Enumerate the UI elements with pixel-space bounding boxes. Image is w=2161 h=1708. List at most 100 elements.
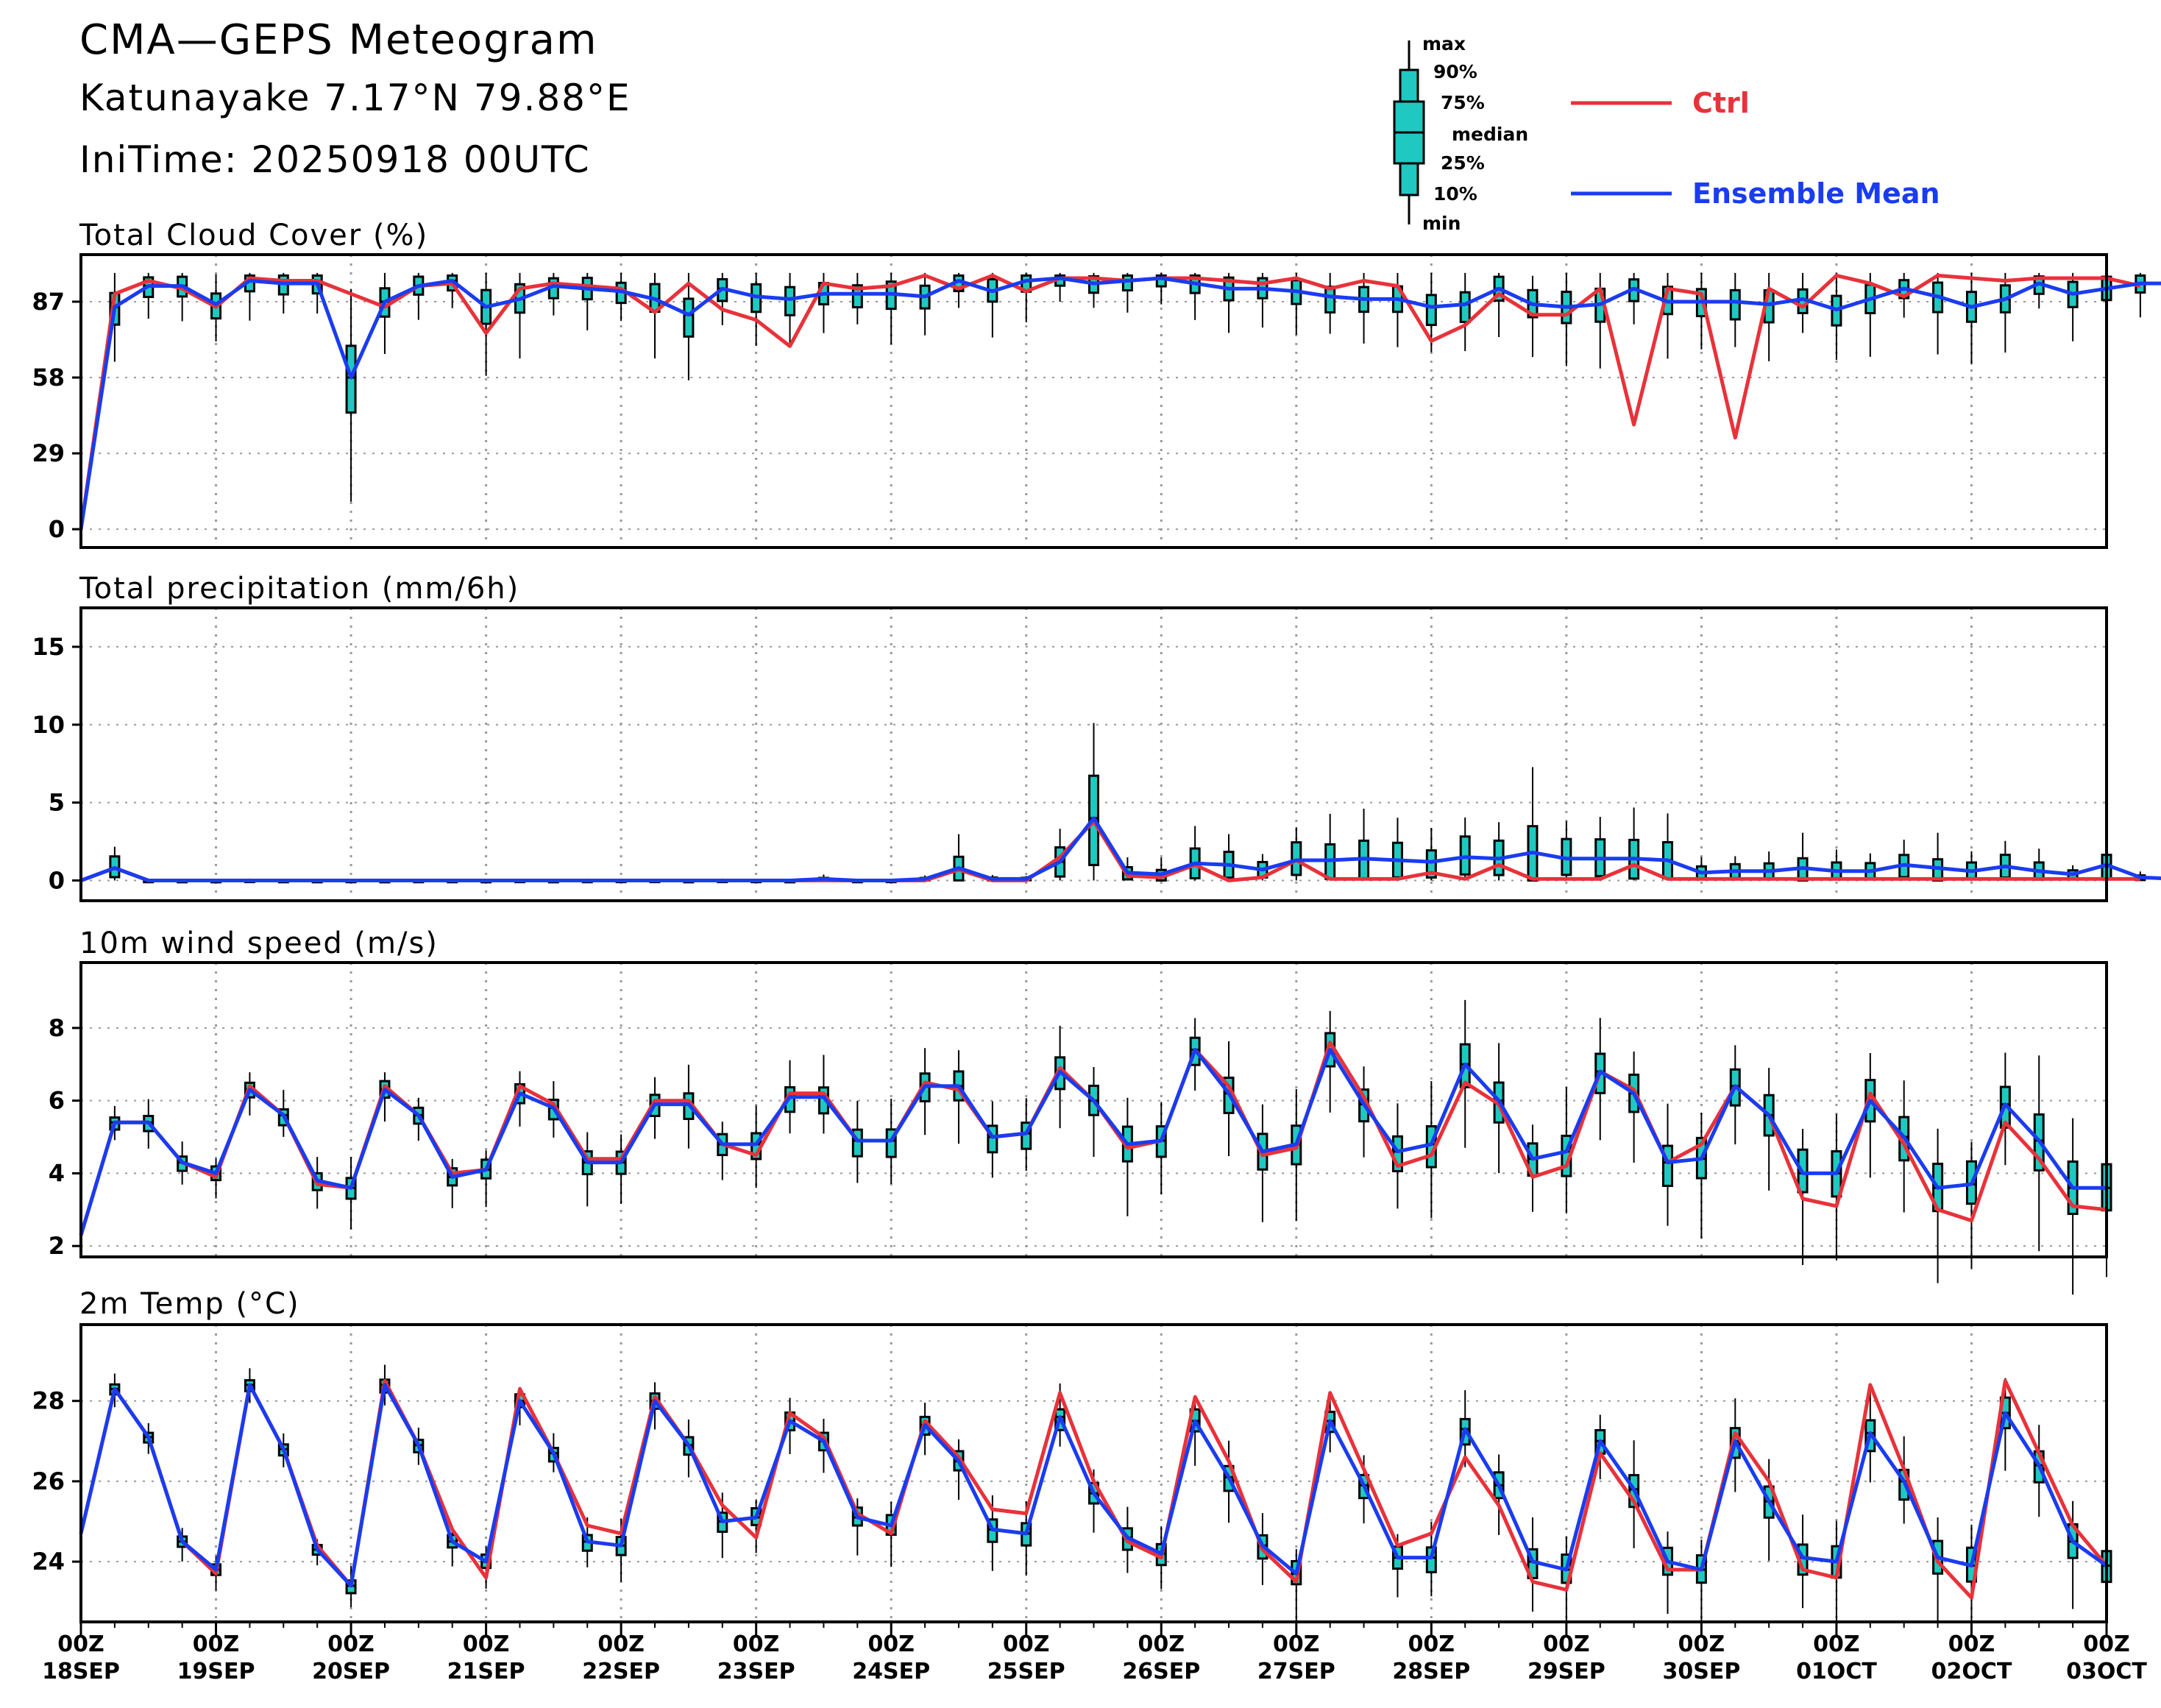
y-tick-label: 28 [32, 1387, 65, 1415]
ensemble-box [1932, 1517, 1944, 1623]
ensemble-box [1999, 840, 2011, 881]
ensemble-box [413, 272, 425, 320]
ensemble-box [1965, 851, 1977, 881]
x-tick-day: 19SEP [177, 1659, 255, 1684]
ensemble-box [1459, 272, 1471, 352]
x-tick-day: 28SEP [1392, 1659, 1470, 1684]
x-tick-hour: 00Z [463, 1631, 510, 1657]
x-tick-hour: 00Z [867, 1631, 915, 1657]
x-tick-hour: 00Z [57, 1631, 104, 1657]
ensemble-box [987, 1101, 998, 1178]
ensemble-box [615, 1134, 627, 1204]
panel-frame [79, 253, 2108, 549]
y-tick-label: 24 [32, 1548, 65, 1576]
ensemble-box [1358, 808, 1370, 881]
ensemble-box [1864, 1053, 1876, 1178]
ensemble-box [1493, 272, 1505, 338]
chart-title: CMA—GEPS Meteogram [79, 16, 598, 64]
ensemble-box [1831, 1113, 1842, 1261]
y-tick-label: 5 [49, 789, 65, 817]
box-body [1324, 286, 1336, 313]
ensemble-box [1324, 272, 1336, 334]
panel-temp: 2m Temp (°C) 24 26 28 [32, 1287, 2112, 1637]
ensemble-box [953, 834, 965, 882]
ensemble-box [1459, 817, 1471, 881]
ensemble-box [1729, 1045, 1741, 1145]
ensemble-box [1695, 857, 1707, 881]
box-body [784, 286, 796, 316]
x-tick-day: 18SEP [42, 1659, 120, 1684]
ensemble-mean-line [79, 276, 2161, 530]
y-tick-label: 10 [32, 711, 65, 739]
ensemble-box [683, 272, 695, 380]
ensemble-box [1291, 272, 1302, 336]
legend-box-label: min [1422, 213, 1461, 234]
ensemble-box [1291, 827, 1302, 881]
ensemble-box [751, 272, 762, 346]
legend: max 90% 75% median 25% 10% min Ctrl Ensemble Mea… [1393, 33, 1940, 234]
ensemble-box [1831, 849, 1842, 881]
y-tick-label: 8 [49, 1014, 65, 1042]
ensemble-box [851, 272, 863, 325]
y-tick-label: 2 [49, 1232, 65, 1260]
y-tick-label: 58 [32, 364, 65, 391]
ensemble-box [1932, 272, 1944, 355]
ensemble-box [1527, 767, 1539, 882]
panel-frame [79, 606, 2108, 902]
y-tick-label: 0 [49, 515, 65, 543]
legend-box-label: 90% [1433, 61, 1477, 82]
y-tick-label: 6 [49, 1087, 65, 1115]
panel-cloud: Total Cloud Cover (%) 0 29 58 87 [32, 219, 2161, 549]
ensemble-mean-line [79, 1048, 2107, 1236]
panel-title: 10m wind speed (m/s) [79, 926, 439, 960]
panel-frame [79, 961, 2108, 1258]
ensemble-box [1628, 807, 1640, 881]
box-body [683, 297, 695, 338]
box-body [1425, 849, 1437, 879]
x-tick-day: 26SEP [1122, 1659, 1200, 1684]
ensemble-box [480, 272, 492, 376]
ensemble-box [581, 1132, 593, 1207]
box-body [851, 284, 863, 309]
legend-mean-label: Ensemble Mean [1692, 177, 1940, 210]
ensemble-box [345, 1157, 357, 1230]
ensemble-box [109, 846, 121, 881]
x-tick-day: 27SEP [1257, 1659, 1335, 1684]
ensemble-box [615, 272, 627, 322]
ensemble-box [717, 272, 728, 325]
x-tick-day: 20SEP [312, 1659, 390, 1684]
ensemble-box [379, 272, 391, 355]
ensemble-box [919, 272, 931, 336]
ensemble-box [1594, 817, 1606, 881]
ensemble-box [1358, 272, 1370, 344]
ensemble-box [1391, 818, 1403, 881]
ensemble-box [2135, 272, 2146, 318]
panel-title: Total Cloud Cover (%) [79, 219, 428, 252]
legend-box-label: median [1452, 124, 1528, 145]
ensemble-box [1088, 1066, 1099, 1158]
x-tick-day: 24SEP [852, 1659, 930, 1684]
y-tick-label: 87 [32, 288, 65, 316]
legend-box-label: 10% [1433, 183, 1477, 205]
ensemble-box [1628, 272, 1640, 325]
ensemble-mean-line [79, 1383, 2108, 1588]
ensemble-box [1729, 272, 1741, 347]
x-tick-hour: 00Z [1138, 1631, 1185, 1657]
ensemble-box [345, 288, 357, 502]
panel-wind: 10m wind speed (m/s) 2 4 6 8 [49, 926, 2112, 1295]
ensemble-box [1257, 1104, 1268, 1222]
ensemble-box [1662, 1103, 1674, 1226]
x-tick-day: 02OCT [1931, 1659, 2012, 1684]
x-tick-hour: 00Z [2083, 1631, 2130, 1657]
ensemble-box [1527, 1517, 1539, 1612]
ensemble-box [1121, 1097, 1133, 1216]
box-body [1121, 274, 1133, 292]
ensemble-box [514, 272, 525, 359]
x-axis: 00Z18SEP00Z19SEP00Z20SEP00Z21SEP00Z22SEP… [42, 1622, 2147, 1684]
ensemble-box [1561, 821, 1572, 881]
ensemble-box [649, 272, 661, 359]
ensemble-box [1155, 1102, 1167, 1195]
ensemble-box [1662, 272, 1674, 359]
